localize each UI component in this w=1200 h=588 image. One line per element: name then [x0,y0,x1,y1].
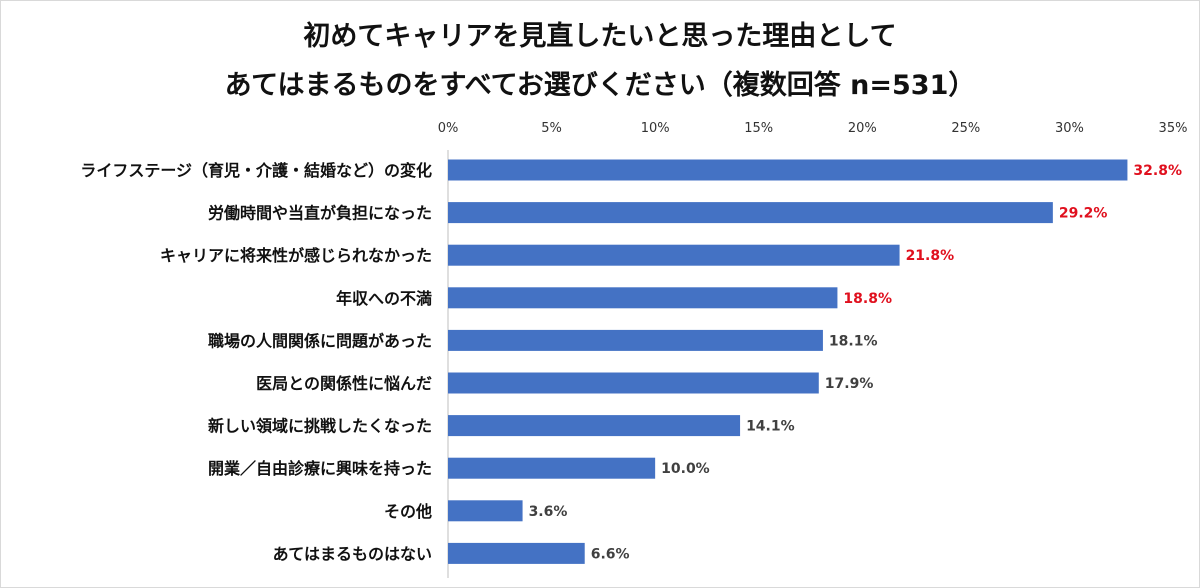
x-tick-label: 20% [848,121,877,136]
category-label: あてはまるものはない [273,544,432,563]
bar [448,457,656,479]
category-label: 開業／自由診療に興味を持った [208,459,432,478]
category-label: ライフステージ（育児・介護・結婚など）の変化 [80,161,432,180]
bar [448,415,741,437]
x-tick-label: 10% [641,121,670,136]
chart-title-line-1: 初めてキャリアを見直したいと思った理由として [303,21,897,52]
bar [448,244,900,266]
data-label: 3.6% [529,504,568,520]
category-label: キャリアに将来性が感じられなかった [160,246,432,265]
category-label: 労働時間や当直が負担になった [208,204,432,223]
data-label: 6.6% [591,546,630,562]
category-label: その他 [384,502,432,521]
bar [448,202,1053,224]
bar [448,159,1128,181]
x-tick-label: 35% [1159,121,1188,136]
category-label: 医局との関係性に悩んだ [256,374,432,393]
x-tick-label: 15% [744,121,773,136]
data-label: 18.8% [843,291,892,307]
bar [448,287,838,309]
bar [448,372,819,394]
category-label: 新しい領域に挑戦したくなった [208,417,432,436]
x-tick-label: 25% [951,121,980,136]
data-label: 21.8% [906,248,955,264]
bar [448,500,523,522]
bar [448,329,823,351]
bar [448,542,585,564]
category-label: 職場の人間関係に問題があった [208,331,432,350]
data-label: 17.9% [825,376,874,392]
data-label: 10.0% [661,461,710,477]
category-label: 年収への不満 [336,289,432,308]
data-label: 18.1% [829,333,878,349]
data-label: 29.2% [1059,206,1108,222]
data-label: 32.8% [1133,163,1182,179]
x-tick-label: 30% [1055,121,1084,136]
data-label: 14.1% [746,419,795,435]
chart-title-line-2: あてはまるものをすべてお選びください（複数回答 n=531） [224,70,976,101]
x-tick-label: 5% [541,121,562,136]
x-tick-label: 0% [438,121,459,136]
